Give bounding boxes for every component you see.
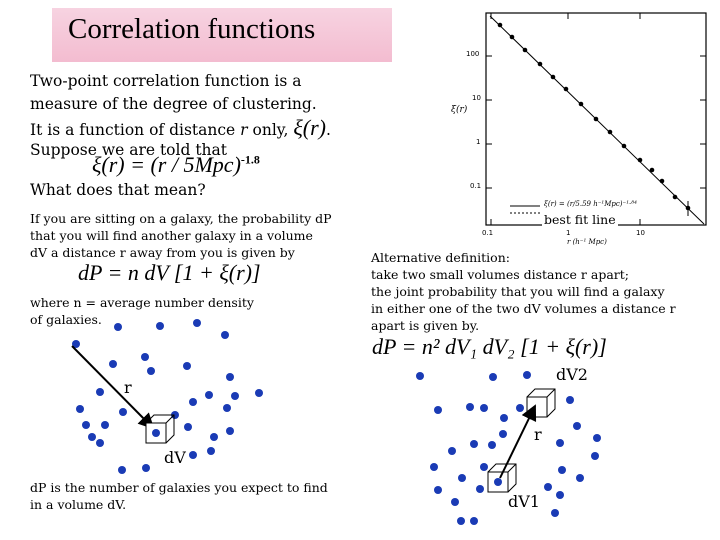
plot-ylabel: ξ(r) [451,105,468,115]
left-para-1: If you are sitting on a galaxy, the prob… [30,211,332,260]
plot-ytick-1: 1 [476,138,481,146]
galaxy-dots-right [416,371,601,525]
plot-xtick-1: 1 [566,229,571,237]
plot-ytick-10: 10 [472,94,481,102]
volume-cube-dv1 [487,463,517,493]
galaxy-dots-left [72,319,263,474]
title-banner [52,8,392,62]
slide-title: Correlation functions [68,13,316,45]
left-footer: dP is the number of galaxies you expect … [30,480,328,512]
label-dv: dV [164,448,186,467]
fit-label: best fit line [542,212,618,227]
plot-ytick-0.1: 0.1 [470,182,482,190]
xi-symbol: ξ(r) [293,115,326,140]
intro-line-2: measure of the degree of clustering. [30,95,317,113]
plot-xlabel: r (h⁻¹ Mpc) [567,238,607,246]
label-dv1: dV1 [508,492,540,511]
intro-line-3: It is a function of distance r only, ξ(r… [30,115,331,140]
arrow-r-left [71,345,155,430]
right-formula: dP = n² dV₁ dV₂ [1 + ξ(r)] [372,334,607,359]
label-r-left: r [124,378,132,397]
intro-question: What does that mean? [30,181,206,199]
plot-ytick-100: 100 [466,50,480,58]
volume-cube-dv [145,414,175,444]
plot-xtick-0.1: 0.1 [482,229,494,237]
left-formula: dP = n dV [1 + ξ(r)] [78,260,261,285]
label-r-right: r [534,425,542,444]
intro-equation: ξ(r) = (r / 5Mpc)-1.8 [92,152,260,177]
right-para: Alternative definition: take two small v… [371,250,676,333]
plot-xtick-10: 10 [636,229,645,237]
label-dv2: dV2 [556,365,588,384]
left-para-2: where n = average number density of gala… [30,295,254,327]
plot-legend: ξ(r) = (r/5.59 h⁻¹Mpc)⁻¹·⁸⁴ [544,200,637,208]
intro-line-4: Suppose we are told that [30,141,227,159]
arrow-r-right [499,404,537,479]
intro-line-1: Two-point correlation function is a [30,72,302,90]
